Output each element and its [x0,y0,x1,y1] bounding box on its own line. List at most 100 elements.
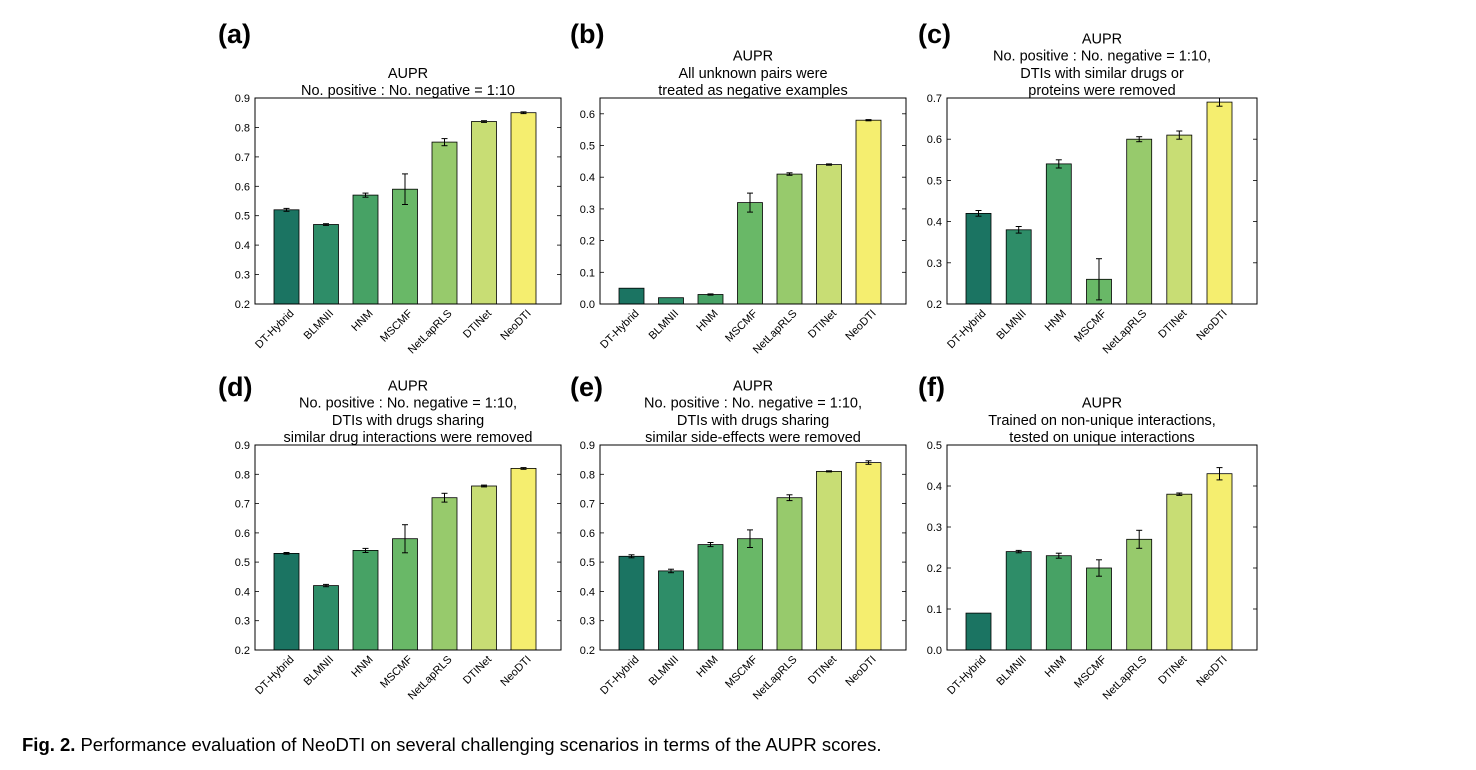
plot-frame [254,97,562,305]
error-bar-hnm [362,192,369,198]
error-bar-blmnii [323,583,329,588]
y-tick-label: 0.7 [235,499,250,511]
bar-neodti [510,112,537,305]
error-bar-blmnii [1015,226,1022,234]
bar-dt-hybrid [273,553,300,651]
bar-mscmf [392,538,418,651]
y-tick-label: 0.5 [580,557,595,569]
error-bar-dt-hybrid [975,210,982,217]
y-tick-label: 0.6 [927,134,942,146]
error-bar-dtinet [1176,492,1183,496]
error-bar-neodti [1216,467,1223,481]
y-tick-label: 0.9 [235,440,250,452]
bar-netlaprls [1126,138,1153,305]
chart-subtitle-line: treated as negative examples [658,83,847,99]
y-tick-label: 0.2 [927,563,942,575]
panel-label-a: (a) [218,19,251,49]
error-bar-netlaprls [786,172,793,176]
bar-mscmf [392,188,418,305]
bar-mscmf [1086,567,1112,651]
error-bar-dt-hybrid [628,554,635,559]
error-bar-mscmf [402,173,408,205]
plot-frame [946,444,1258,651]
chart-title: AUPR [388,378,428,394]
bar-dtinet [1166,134,1193,305]
y-tick-label: 0.8 [580,469,595,481]
error-bar-hnm [1055,552,1062,559]
y-tick-label: 0.5 [927,440,942,452]
y-tick-label: 0.5 [235,211,250,223]
bar-hnm [1045,163,1072,305]
chart-subtitle-line: similar drug interactions were removed [283,430,532,446]
y-tick-label: 0.6 [580,528,595,540]
chart-subtitle-line: No. positive : No. negative = 1:10 [301,83,515,99]
error-bar-dtinet [826,163,832,166]
y-tick-label: 0.2 [235,299,250,311]
plot-frame [599,444,907,651]
y-tick-label: 0.4 [235,240,250,252]
error-bar-hnm [1055,159,1062,169]
bar-dt-hybrid [965,212,992,305]
bar-dtinet [1166,493,1193,651]
error-bar-mscmf [1096,258,1102,301]
chart-title: AUPR [733,49,773,65]
error-bar-netlaprls [786,494,793,502]
y-tick-label: 0.9 [580,440,595,452]
error-bar-hnm [707,293,714,296]
y-tick-label: 0.1 [580,267,595,279]
error-bar-blmnii [323,223,329,226]
chart-subtitle-line: proteins were removed [1028,83,1176,99]
y-tick-label: 0.7 [927,93,942,105]
bar-netlaprls [776,173,803,305]
chart-subtitle-line: Trained on non-unique interactions, [988,413,1216,429]
panel-label-d: (d) [218,372,252,402]
chart-title: AUPR [733,378,773,394]
y-tick-label: 0.3 [235,270,250,282]
bar-netlaprls [776,497,803,651]
bar-blmnii [1005,551,1032,651]
bar-blmnii [313,224,339,305]
y-tick-label: 0.5 [927,175,942,187]
y-tick-label: 0.3 [927,522,942,534]
bar-dtinet [471,485,497,651]
bar-netlaprls [431,141,458,305]
y-tick-label: 0.4 [927,217,942,229]
bar-dt-hybrid [618,555,645,651]
y-tick-label: 0.4 [580,586,595,598]
error-bar-netlaprls [1136,136,1143,143]
y-tick-label: 0.7 [580,499,595,511]
bar-blmnii [658,297,684,305]
bar-netlaprls [431,497,458,651]
chart-subtitle-line: tested on unique interactions [1009,430,1194,446]
chart-subtitle-line: similar side-effects were removed [645,430,861,446]
y-tick-label: 0.2 [235,645,250,657]
panel-label-c: (c) [918,19,951,49]
chart-subtitle-line: DTIs with similar drugs or [1020,66,1184,82]
error-bar-neodti [865,460,872,465]
caption-text: Performance evaluation of NeoDTI on seve… [80,734,881,755]
y-tick-label: 0.3 [235,616,250,628]
error-bar-dtinet [481,120,487,123]
chart-title: AUPR [1082,31,1122,47]
error-bar-mscmf [747,529,753,548]
y-tick-label: 0.6 [235,528,250,540]
caption-label: Fig. 2. [22,734,75,755]
bar-hnm [352,194,379,305]
y-tick-label: 0.8 [235,469,250,481]
panel-label-f: (f) [918,372,945,402]
bar-dtinet [816,164,842,305]
y-tick-label: 0.3 [580,616,595,628]
error-bar-netlaprls [441,138,448,147]
y-tick-label: 0.1 [927,604,942,616]
bar-dt-hybrid [965,612,992,651]
bar-hnm [352,550,379,651]
y-tick-label: 0.8 [235,122,250,134]
chart-subtitle-line: DTIs with drugs sharing [332,413,484,429]
chart-subtitle-line: No. positive : No. negative = 1:10, [993,49,1211,65]
bar-neodti [855,119,882,305]
y-tick-label: 0.5 [580,141,595,153]
error-bar-mscmf [1096,559,1102,577]
error-bar-mscmf [747,192,753,213]
